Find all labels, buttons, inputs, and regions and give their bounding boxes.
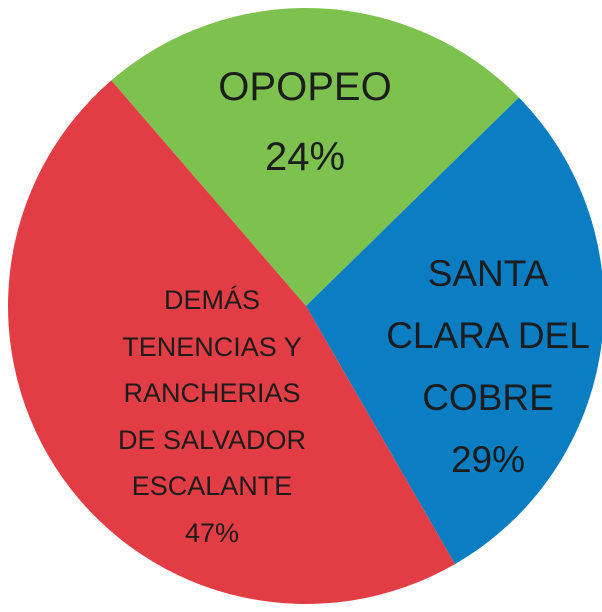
slice-label-box: OPOPEO 24%	[165, 52, 445, 192]
pie-slice	[7, 80, 456, 605]
category-label: OPOPEO	[218, 65, 392, 109]
slice-label: DEMÁS TENENCIAS Y RANCHERIAS DE SALVADOR…	[102, 277, 322, 556]
percent-label: 24%	[264, 135, 346, 179]
percent-label: 47%	[184, 517, 240, 548]
category-label: SANTA CLARA DEL COBRE	[386, 253, 590, 418]
pie-slice	[111, 8, 519, 307]
slice-label-box: DEMÁS TENENCIAS Y RANCHERIAS DE SALVADOR…	[102, 277, 322, 556]
slice-label-box: SANTA CLARA DEL COBRE 29%	[373, 243, 602, 491]
pie-slice	[306, 97, 602, 565]
percent-label: 29%	[450, 439, 526, 480]
slice-label: OPOPEO 24%	[165, 52, 445, 192]
category-label: DEMÁS TENENCIAS Y RANCHERIAS DE SALVADOR…	[117, 285, 307, 501]
slice-label: SANTA CLARA DEL COBRE 29%	[373, 243, 602, 491]
